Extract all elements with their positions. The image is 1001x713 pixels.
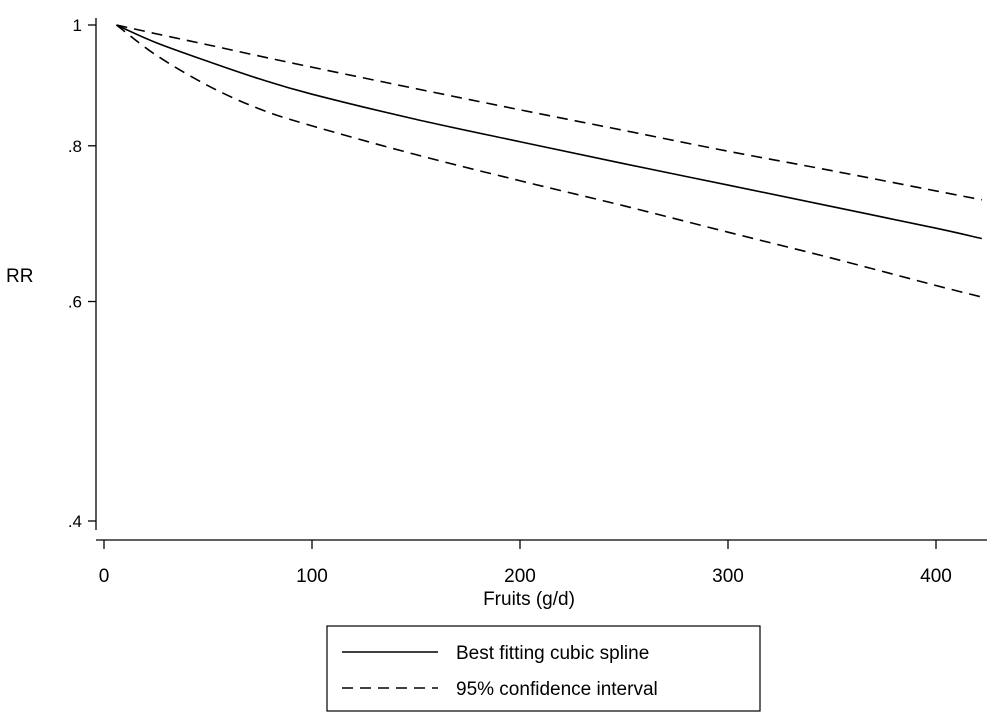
series-group — [115, 24, 982, 298]
x-tick-label: 0 — [99, 566, 110, 587]
y-tick-label: 1 — [73, 16, 82, 35]
y-tick-label: .4 — [68, 512, 82, 531]
ci-lower-line — [115, 24, 982, 298]
y-axis-title: RR — [6, 266, 33, 287]
spline-line — [116, 24, 982, 240]
legend-label: Best fitting cubic spline — [456, 643, 649, 664]
x-axis-title: Fruits (g/d) — [483, 589, 575, 610]
x-tick-label: 400 — [920, 566, 952, 587]
y-tick-label: .8 — [68, 137, 82, 156]
x-tick-label: 100 — [296, 566, 328, 587]
x-ticks: 0 100 200 300 400 — [99, 540, 952, 587]
legend-label: 95% confidence interval — [456, 679, 658, 700]
x-tick-label: 200 — [504, 566, 536, 587]
y-tick-label: .6 — [68, 293, 82, 312]
legend: Best fitting cubic spline 95% confidence … — [326, 625, 761, 712]
y-ticks: .4 .6 .8 1 — [68, 16, 96, 531]
ci-upper-line — [116, 24, 982, 201]
axes — [95, 18, 987, 541]
legend-box — [326, 625, 761, 712]
x-tick-label: 300 — [712, 566, 744, 587]
